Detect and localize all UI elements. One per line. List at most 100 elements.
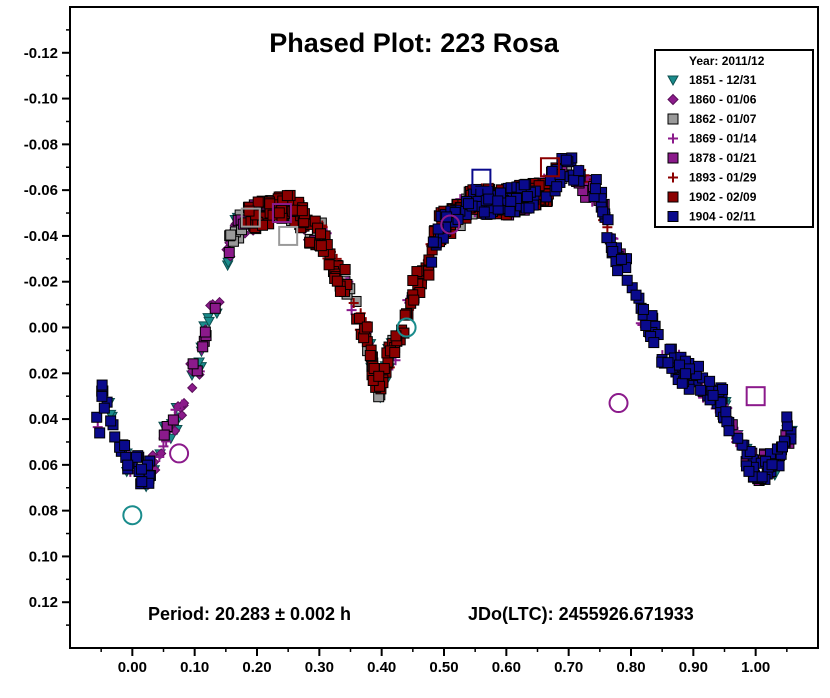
data-point (612, 265, 624, 277)
data-point (744, 445, 756, 457)
data-point (223, 247, 235, 259)
highlight-marker (240, 207, 261, 228)
data-point (637, 303, 649, 315)
x-tick-label: 0.20 (242, 659, 271, 676)
chart-title: Phased Plot: 223 Rosa (269, 28, 560, 58)
data-point (187, 358, 199, 370)
y-tick-label: -0.06 (24, 182, 58, 199)
x-tick-label: 0.60 (492, 659, 521, 676)
data-point (478, 206, 490, 218)
x-tick-label: 0.70 (554, 659, 583, 676)
data-point (505, 195, 517, 207)
highlight-marker (608, 393, 629, 414)
highlight-marker (539, 157, 560, 178)
data-point (346, 305, 357, 316)
data-point (766, 459, 778, 471)
period-annotation: Period: 20.283 ± 0.002 h (148, 604, 351, 624)
data-point (399, 309, 411, 321)
data-point (135, 463, 147, 475)
y-tick-label: -0.10 (24, 91, 58, 108)
highlight-marker (745, 386, 766, 407)
data-point (187, 382, 198, 394)
data-point (518, 179, 530, 191)
highlight-marker (122, 505, 143, 526)
legend-title: Year: 2011/12 (689, 54, 765, 68)
data-point (601, 232, 613, 244)
x-tick-label: 0.50 (429, 659, 458, 676)
data-point (109, 431, 121, 443)
legend-entry-label: 1878 - 01/21 (689, 151, 757, 165)
y-tick-label: 0.10 (29, 548, 58, 565)
legend-marker (667, 113, 679, 125)
data-point (717, 383, 729, 395)
data-point (723, 425, 735, 437)
data-point (296, 205, 308, 217)
data-point (704, 375, 716, 387)
data-point (648, 337, 660, 349)
y-tick-label: 0.02 (29, 365, 58, 382)
highlight-marker (471, 168, 492, 189)
data-point (176, 399, 187, 410)
data-point (607, 245, 619, 257)
data-point (568, 174, 580, 186)
data-point (361, 321, 373, 333)
data-point (98, 402, 110, 414)
y-tick-label: 0.00 (29, 320, 58, 337)
data-point (331, 275, 343, 287)
data-point (589, 183, 601, 195)
data-point (197, 341, 209, 353)
data-point (695, 384, 707, 396)
data-point (732, 432, 744, 444)
data-point (680, 368, 692, 380)
data-point (707, 389, 719, 401)
highlight-marker (278, 225, 299, 246)
data-point (662, 357, 674, 369)
data-point (273, 207, 285, 219)
data-point (615, 253, 627, 265)
data-point (640, 320, 652, 332)
data-point (94, 427, 106, 439)
data-point (462, 198, 474, 210)
data-point (408, 294, 420, 306)
data-point (96, 379, 108, 391)
data-point (492, 195, 504, 207)
legend-entry-label: 1869 - 01/14 (689, 132, 757, 146)
data-point (304, 236, 316, 248)
highlight-marker (396, 317, 417, 338)
x-tick-label: 0.10 (180, 659, 209, 676)
data-point (390, 330, 402, 342)
data-point (119, 440, 131, 452)
data-point (573, 165, 585, 177)
data-point (590, 174, 602, 186)
data-point (209, 302, 221, 314)
legend-box (654, 49, 814, 228)
data-point (339, 263, 351, 275)
epoch-annotation: JDo(LTC): 2455926.671933 (468, 604, 694, 624)
x-axis: 0.00 0.10 0.20 0.30 0.40 0.50 0.60 0.70 0.80 0.90… (100, 648, 788, 676)
data-point (560, 154, 572, 166)
data-point (551, 181, 563, 193)
data-point (673, 359, 685, 371)
y-tick-label: 0.06 (29, 457, 58, 474)
highlight-marker (440, 214, 461, 235)
legend-marker (667, 211, 679, 222)
data-point (683, 383, 695, 395)
data-point (158, 429, 170, 441)
data-point (389, 347, 401, 359)
data-point (756, 471, 768, 483)
data-point (602, 214, 614, 226)
legend-marker (667, 75, 679, 87)
data-point (122, 459, 134, 471)
data-point (721, 416, 733, 428)
data-point (546, 165, 558, 177)
y-tick-label: 0.08 (29, 503, 58, 520)
data-point (96, 390, 108, 402)
data-point (315, 240, 327, 252)
data-point (176, 410, 188, 421)
data-point (621, 274, 633, 286)
data-point (354, 312, 366, 324)
data-point (373, 370, 385, 382)
data-point (350, 295, 362, 307)
data-point (203, 316, 215, 328)
